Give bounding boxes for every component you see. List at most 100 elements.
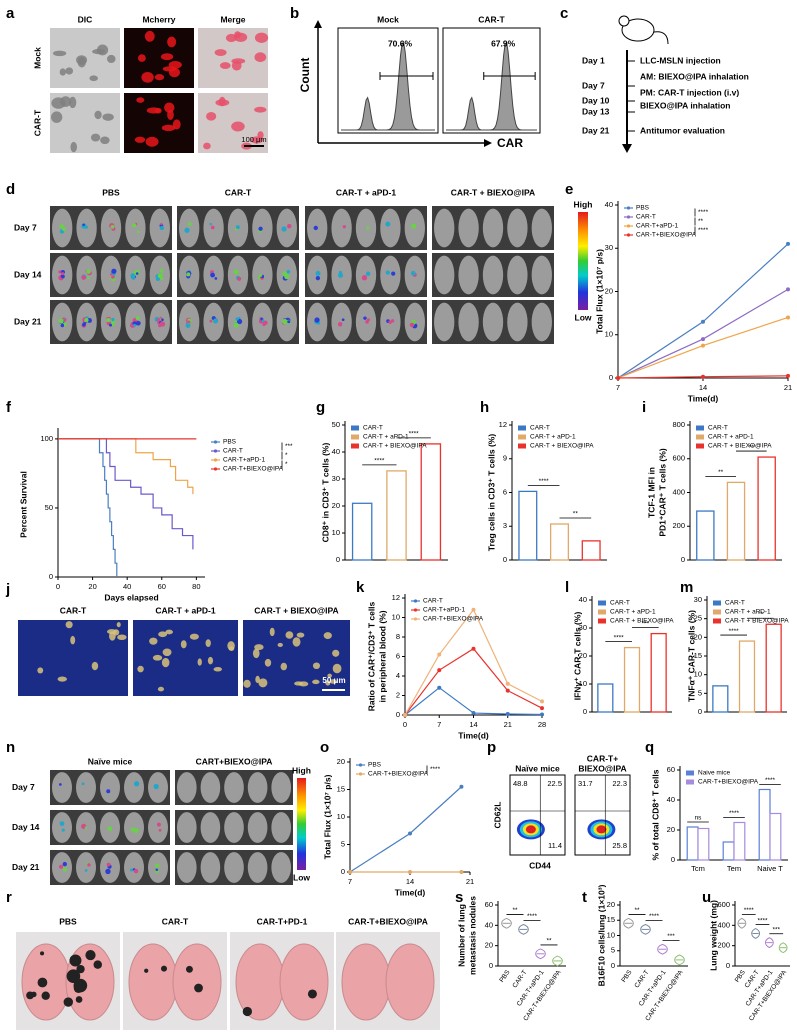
micrograph-spot (219, 62, 231, 70)
fluorescence-image-spot (285, 631, 294, 639)
y-tick-label: 25 (694, 614, 702, 623)
signal (184, 227, 190, 233)
y-axis-label: Percent Survival (18, 471, 28, 538)
micrograph-spot (146, 107, 161, 114)
mouse (434, 208, 455, 248)
mouse (355, 255, 377, 295)
y-tick-label: 40 (667, 795, 675, 804)
lung-lobe (128, 943, 178, 1021)
fluorescence-image-spot (189, 633, 199, 640)
panel-label: h (480, 399, 489, 416)
legend-swatch (696, 434, 704, 440)
signal (130, 868, 134, 872)
mouse (125, 208, 146, 248)
signal (60, 323, 65, 328)
signal (286, 269, 291, 274)
y-tick-label: 20 (579, 651, 587, 660)
image-label: CAR-T + aPD-1 (155, 605, 215, 615)
significance-label: **** (527, 913, 538, 920)
mouse-icon (653, 31, 669, 45)
y-tick-label: 12 (392, 593, 400, 602)
legend-swatch (696, 425, 704, 431)
violin (674, 954, 685, 966)
point (701, 319, 705, 324)
lung-lobe (279, 943, 329, 1021)
y-tick-label: 0 (503, 555, 507, 564)
y-tick-label: 12 (499, 420, 507, 429)
point (505, 688, 510, 693)
signal (136, 320, 141, 326)
signal (261, 319, 265, 323)
mouse (100, 772, 120, 803)
signal (135, 316, 140, 321)
y-tick-label: 5 (698, 688, 702, 697)
mouse-icon (621, 18, 655, 42)
significance-label: *** (285, 443, 293, 450)
y-tick-label: 6 (396, 651, 400, 660)
fluorescence-image-spot (161, 657, 170, 668)
legend-label: CAR-T+BIEXO@IPA (368, 771, 429, 778)
signal (156, 822, 161, 827)
x-tick-label: CAR-T (633, 969, 650, 989)
bar (765, 623, 782, 713)
signal (391, 271, 396, 276)
x-tick-label: 14 (699, 383, 707, 392)
y-axis-label: Total Flux (1×10⁷ p/s) (594, 249, 604, 334)
histogram (341, 41, 435, 131)
point (459, 870, 464, 874)
timeline-event: AM: BIEXO@IPA inhalation (640, 71, 749, 81)
x-tick-label: 60 (158, 582, 166, 591)
signal (132, 276, 136, 280)
mouse (458, 302, 479, 342)
legend-label: CAR-T + BIEXO@IPA (708, 443, 772, 450)
legend-swatch (598, 600, 606, 606)
panel-label: r (6, 889, 12, 906)
y-axis-label: Number of lung (456, 904, 466, 967)
signal (385, 270, 390, 275)
legend-swatch (518, 443, 526, 449)
micrograph-spot (160, 53, 174, 61)
panel-label: n (6, 739, 15, 756)
fluorescence-image-spot (197, 658, 202, 666)
mouse (52, 772, 72, 803)
signal (259, 273, 263, 277)
signal (60, 274, 65, 279)
bar (738, 640, 756, 713)
y-tick-label: 4 (396, 671, 400, 680)
column-header: PBS (102, 187, 120, 197)
arrow-head (622, 144, 632, 153)
signal (341, 318, 345, 322)
color-bar-high: High (574, 199, 593, 209)
row-label: Day 14 (14, 269, 42, 279)
x-axis-label: CD44 (529, 860, 551, 870)
column-header: Merge (220, 14, 245, 24)
line (617, 243, 789, 379)
y-tick-label: 15 (607, 915, 615, 924)
legend-marker (213, 467, 218, 471)
fluorescence-image-spot (312, 662, 321, 670)
signal (161, 318, 164, 322)
row-label: Day 21 (14, 316, 42, 326)
significance-label: **** (374, 458, 385, 465)
micrograph-spot (102, 113, 114, 121)
mouse (76, 852, 96, 883)
micrograph-spot (154, 74, 165, 81)
signal (365, 271, 371, 277)
image-label: CAR-T + BIEXO@IPA (254, 605, 338, 615)
metastasis (30, 991, 37, 998)
micrograph-spot (100, 136, 110, 145)
signal (390, 319, 395, 323)
violin (623, 917, 634, 929)
arrow-head (484, 139, 492, 147)
fluorescence-image-spot (332, 663, 342, 674)
quadrant-percent: 48.8 (513, 779, 528, 788)
mouse (227, 255, 249, 295)
quadrant-percent: 11.4 (548, 841, 562, 850)
point (786, 287, 790, 292)
x-axis-label: Time(d) (395, 887, 426, 897)
micrograph-spot (137, 54, 146, 62)
mouse (531, 208, 552, 248)
violin (778, 942, 788, 954)
lung-lobe (172, 943, 222, 1021)
x-tick-label: 0 (403, 720, 407, 729)
